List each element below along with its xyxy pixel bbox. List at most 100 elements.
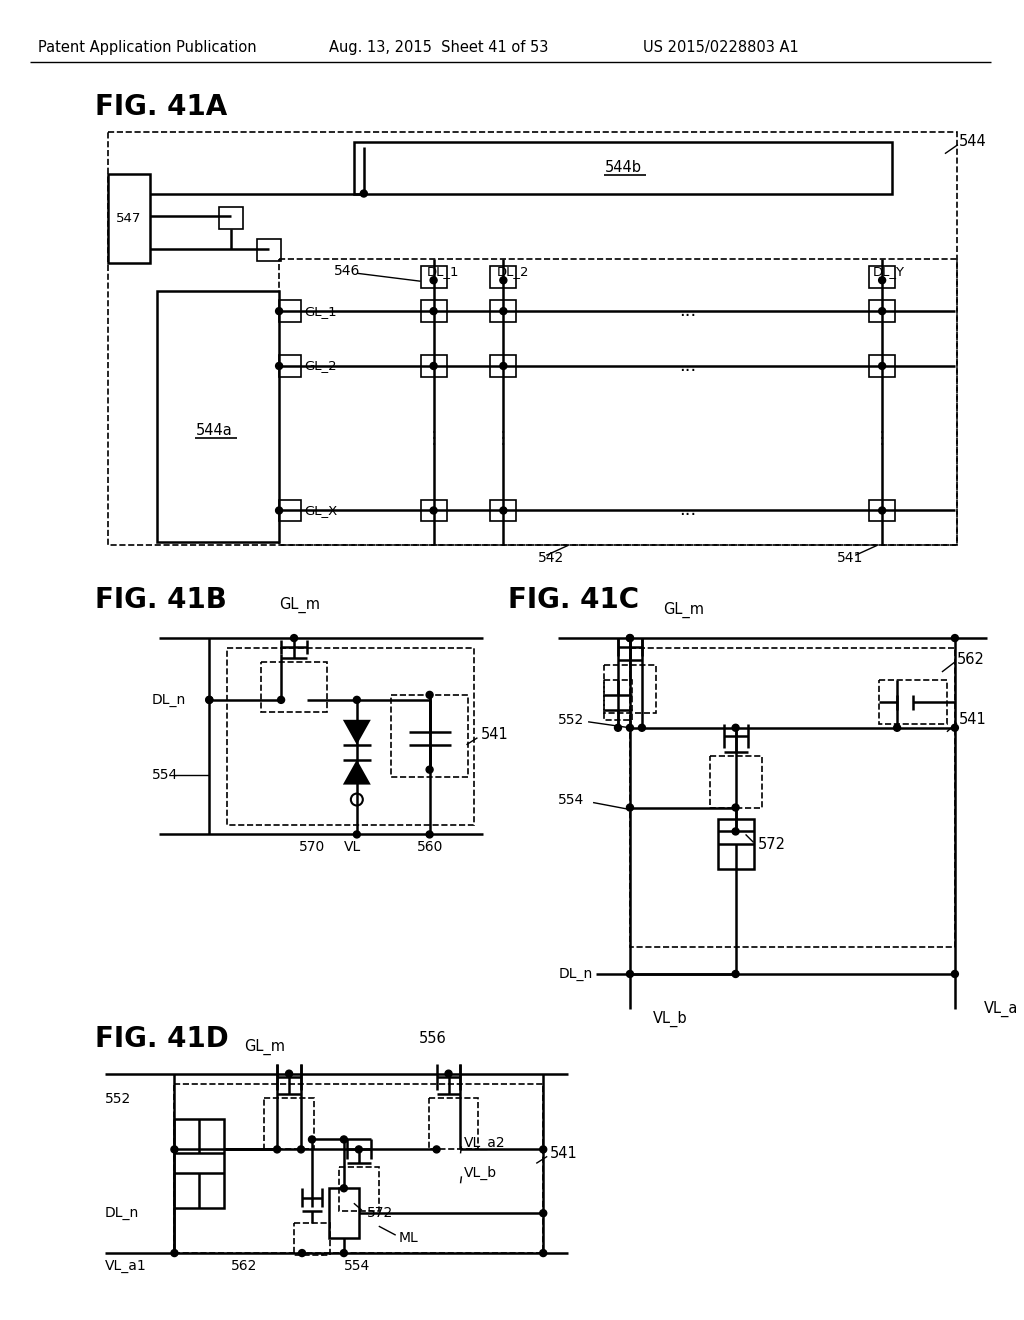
Circle shape (430, 277, 437, 284)
Text: VL_a1: VL_a1 (104, 1259, 146, 1272)
Circle shape (445, 1071, 452, 1077)
Text: GL_m: GL_m (244, 1039, 286, 1055)
Circle shape (732, 725, 739, 731)
Bar (490, 300, 516, 322)
Text: FIG. 41C: FIG. 41C (508, 586, 639, 614)
Circle shape (278, 697, 285, 704)
Text: US 2015/0228803 A1: US 2015/0228803 A1 (643, 41, 799, 55)
Text: 547: 547 (116, 213, 141, 224)
Bar (329, 1188, 358, 1238)
Text: VL: VL (344, 841, 361, 854)
Circle shape (500, 277, 507, 284)
Circle shape (540, 1209, 547, 1217)
Text: GL_m: GL_m (663, 602, 703, 618)
Text: DL_Y: DL_Y (873, 265, 905, 277)
Text: 546: 546 (334, 264, 360, 279)
Text: VL_a: VL_a (984, 1001, 1018, 1016)
Text: 554: 554 (558, 792, 585, 807)
Text: 572: 572 (758, 837, 785, 851)
Circle shape (627, 804, 634, 810)
Text: ML: ML (398, 1232, 419, 1245)
Text: 544a: 544a (196, 424, 232, 438)
Circle shape (951, 635, 958, 642)
Text: 562: 562 (231, 1259, 258, 1272)
Text: 572: 572 (367, 1206, 393, 1220)
Circle shape (879, 277, 886, 284)
Text: ⋮: ⋮ (425, 429, 442, 446)
Text: 541: 541 (550, 1146, 578, 1160)
Circle shape (879, 363, 886, 370)
Circle shape (430, 308, 437, 314)
Polygon shape (343, 719, 371, 744)
Text: DL_2: DL_2 (497, 265, 528, 277)
Bar (710, 755, 762, 808)
Bar (429, 1097, 478, 1150)
Bar (257, 239, 281, 261)
Text: DL_n: DL_n (152, 693, 185, 708)
Text: VL_b: VL_b (653, 1011, 687, 1027)
Text: 541: 541 (838, 552, 863, 565)
Bar (339, 1167, 379, 1212)
Text: ...: ... (679, 302, 696, 321)
Text: GL_1: GL_1 (304, 305, 337, 318)
Circle shape (286, 1071, 293, 1077)
Bar (869, 499, 895, 521)
Circle shape (433, 1146, 440, 1152)
Circle shape (951, 970, 958, 978)
Bar (174, 1084, 543, 1253)
Circle shape (298, 1146, 304, 1152)
Text: Patent Application Publication: Patent Application Publication (38, 41, 256, 55)
Text: 556: 556 (419, 1031, 446, 1047)
Text: VL_b: VL_b (464, 1167, 497, 1180)
Circle shape (879, 507, 886, 513)
Text: ...: ... (679, 356, 696, 375)
Circle shape (500, 363, 507, 370)
Bar (421, 300, 446, 322)
Circle shape (951, 725, 958, 731)
Circle shape (275, 363, 283, 370)
Circle shape (627, 635, 634, 642)
Bar (421, 355, 446, 378)
Bar (280, 499, 301, 521)
Circle shape (360, 190, 368, 197)
Circle shape (879, 308, 886, 314)
Circle shape (206, 697, 213, 704)
Text: 554: 554 (152, 768, 178, 781)
Circle shape (638, 725, 645, 731)
Circle shape (291, 635, 298, 642)
Bar (158, 292, 280, 543)
Text: 542: 542 (539, 552, 564, 565)
Bar (391, 694, 468, 776)
Bar (294, 1224, 330, 1255)
Bar (280, 300, 301, 322)
Circle shape (340, 1250, 347, 1257)
Bar (261, 663, 327, 711)
Bar (869, 355, 895, 378)
Circle shape (500, 507, 507, 513)
Text: 552: 552 (558, 713, 585, 727)
Text: 552: 552 (104, 1092, 131, 1106)
Circle shape (614, 725, 622, 731)
Bar (354, 141, 892, 194)
Circle shape (627, 635, 634, 642)
Text: FIG. 41D: FIG. 41D (94, 1024, 228, 1053)
Bar (108, 174, 150, 263)
Bar (869, 300, 895, 322)
Circle shape (308, 1137, 315, 1143)
Circle shape (353, 697, 360, 704)
Text: ⋮: ⋮ (495, 429, 512, 446)
Circle shape (275, 507, 283, 513)
Text: GL_m: GL_m (280, 597, 321, 614)
Bar (630, 648, 955, 946)
Bar (264, 1097, 314, 1150)
Circle shape (430, 507, 437, 513)
Bar (490, 355, 516, 378)
Bar (421, 499, 446, 521)
Polygon shape (343, 760, 371, 784)
Bar (421, 267, 446, 288)
Bar (280, 259, 956, 545)
Circle shape (299, 1250, 305, 1257)
Circle shape (171, 1250, 178, 1257)
Circle shape (426, 692, 433, 698)
Text: 541: 541 (958, 713, 987, 727)
